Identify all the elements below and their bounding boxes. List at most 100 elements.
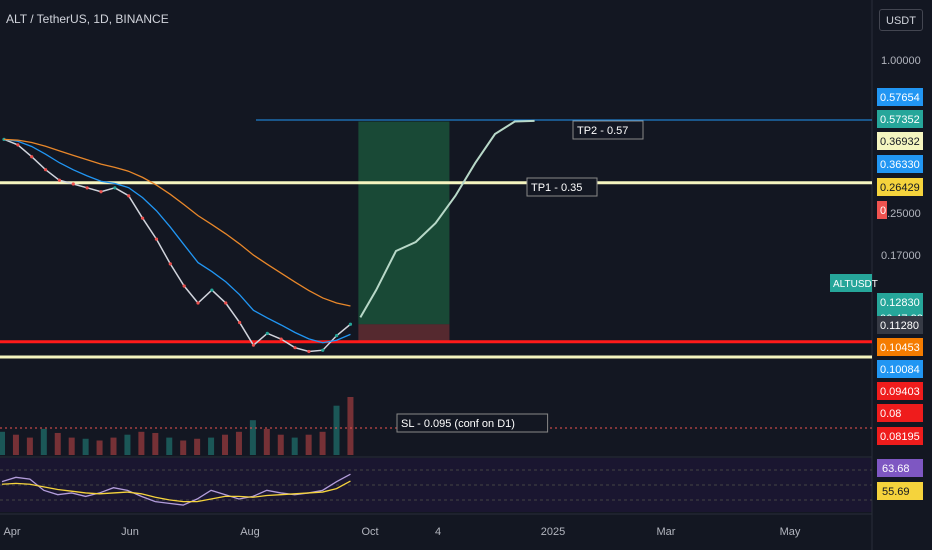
- volume-bar: [124, 434, 131, 455]
- rsi-ma-line: [1, 480, 351, 503]
- symbol-label-box: [830, 274, 872, 292]
- price-point: [265, 331, 269, 335]
- ema-short-line: [3, 138, 351, 344]
- price-label-box: [877, 316, 923, 334]
- volume-bar: [0, 431, 5, 455]
- time-axis-tick: Mar: [657, 526, 676, 538]
- currency-selector-button[interactable]: USDT: [879, 9, 923, 31]
- price-point: [140, 216, 145, 220]
- price-label: 0: [880, 205, 886, 217]
- volume-bar: [12, 434, 19, 455]
- annotation-box: [396, 413, 549, 433]
- volume-bar: [305, 434, 312, 455]
- ema-long-line: [3, 138, 351, 307]
- price-point: [196, 301, 200, 305]
- price-label-box: [877, 293, 923, 311]
- take-profit-zone: [358, 121, 450, 325]
- volume-bar: [68, 437, 75, 455]
- volume-bar: [291, 437, 298, 455]
- price-point: [43, 168, 48, 172]
- price-axis-tick: 0.25000: [881, 208, 921, 220]
- volume-bar: [208, 437, 215, 455]
- volume-bar: [166, 437, 173, 455]
- price-label: 0.26429: [880, 182, 920, 194]
- price-label-box: [877, 427, 923, 445]
- volume-bar: [180, 440, 187, 455]
- price-point: [57, 178, 62, 182]
- volume-bar: [263, 428, 270, 455]
- price-label: 0.36932: [880, 136, 920, 148]
- price-point: [251, 343, 256, 347]
- volume-bar: [235, 431, 242, 455]
- rsi-value-label: 63.68: [882, 463, 910, 475]
- price-point: [154, 237, 159, 241]
- price-point: [182, 284, 186, 288]
- price-point: [321, 348, 325, 352]
- chart-title: ALT / TetherUS, 1D, BINANCE: [6, 12, 169, 26]
- price-point: [168, 262, 172, 266]
- time-axis-tick: May: [780, 526, 801, 538]
- annotation-label: SL - 0.095 (conf on D1): [401, 418, 515, 430]
- volume-bar: [347, 397, 354, 455]
- price-axis-tick: 1.00000: [881, 55, 921, 67]
- price-point: [293, 346, 297, 350]
- price-label-box: [877, 338, 923, 356]
- time-axis-tick: 2025: [541, 526, 565, 538]
- price-point: [127, 194, 131, 198]
- price-point: [99, 190, 103, 194]
- price-point: [307, 349, 311, 354]
- time-axis-tick: Jun: [121, 526, 139, 538]
- price-label-box: [877, 201, 887, 219]
- rsi-ma-value-box: [877, 482, 923, 500]
- price-label-box: [877, 88, 923, 106]
- volume-bar: [194, 438, 201, 455]
- price-label: 0.09403: [880, 386, 920, 398]
- price-series-line: [3, 138, 351, 353]
- price-label-box: [877, 360, 923, 378]
- price-point: [113, 186, 117, 190]
- price-point: [279, 337, 283, 341]
- time-axis-tick: Aug: [240, 526, 260, 538]
- price-point: [237, 320, 242, 325]
- volume-bar: [96, 440, 103, 455]
- volume-bar: [54, 432, 61, 455]
- price-point: [30, 155, 34, 159]
- price-label: 0.11280: [880, 320, 919, 332]
- volume-bar: [277, 434, 284, 455]
- price-point: [16, 143, 20, 147]
- volume-bar: [319, 431, 326, 455]
- price-point: [210, 288, 214, 292]
- volume-bar: [110, 437, 117, 455]
- price-point: [334, 334, 339, 338]
- price-point: [71, 182, 75, 186]
- volume-bar: [138, 431, 145, 455]
- volume-bar: [26, 437, 33, 455]
- price-label: 0.10453: [880, 342, 920, 354]
- price-label: 0.57352: [880, 114, 920, 126]
- price-label: 0.08: [880, 408, 901, 420]
- volume-bar: [222, 434, 229, 455]
- time-axis-tick: Oct: [361, 526, 378, 538]
- price-label-box: [877, 110, 923, 128]
- annotation-box: [572, 120, 644, 140]
- time-axis-tick: 4: [435, 526, 441, 538]
- annotation-label: TP2 - 0.57: [577, 125, 628, 137]
- price-label: 0.57654: [880, 92, 920, 104]
- annotation-label: TP1 - 0.35: [531, 182, 582, 194]
- volume-bar: [40, 428, 47, 455]
- price-label-box: [877, 132, 923, 150]
- price-point: [348, 322, 353, 326]
- stop-loss-zone: [358, 324, 450, 343]
- price-label: 0.10084: [880, 364, 920, 376]
- price-point: [224, 301, 228, 305]
- price-axis-tick: 0.17000: [881, 250, 921, 262]
- volume-bar: [333, 405, 340, 455]
- rsi-value-box: [877, 459, 923, 477]
- time-axis-tick: Apr: [3, 526, 20, 538]
- symbol-label: ALTUSDT: [833, 279, 878, 290]
- volume-bar: [152, 432, 159, 455]
- projection-path: [359, 119, 535, 318]
- price-label: 0.36330: [880, 159, 920, 171]
- volume-bar: [249, 420, 256, 455]
